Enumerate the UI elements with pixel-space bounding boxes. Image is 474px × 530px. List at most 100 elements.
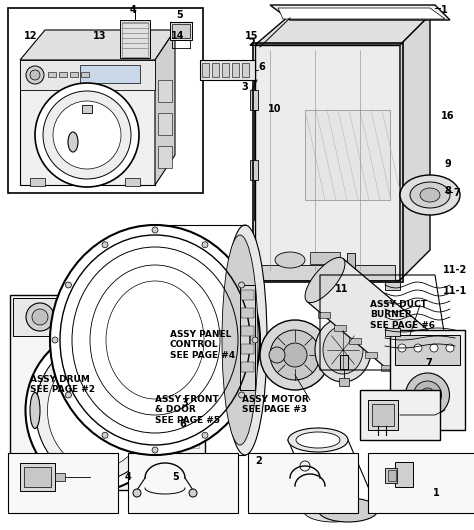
Bar [222,63,229,77]
Bar [334,325,346,331]
Ellipse shape [420,188,440,202]
Text: ASSY DUCT
BURNER
SEE PAGE #6: ASSY DUCT BURNER SEE PAGE #6 [370,300,435,330]
Ellipse shape [288,428,348,452]
Bar [232,63,239,77]
Bar [385,328,400,336]
Text: 5: 5 [176,10,183,20]
Bar [84,320,93,326]
Ellipse shape [26,331,170,490]
Ellipse shape [420,388,435,402]
Polygon shape [260,265,395,280]
Bar [30,480,50,488]
Bar [82,105,92,113]
Bar [241,362,254,372]
Ellipse shape [223,225,267,455]
Ellipse shape [414,344,422,352]
Bar [125,178,140,186]
Polygon shape [270,5,450,20]
Ellipse shape [430,344,438,352]
Ellipse shape [202,432,208,438]
Ellipse shape [32,309,48,325]
Text: 13: 13 [93,31,106,41]
Text: 9: 9 [445,160,451,169]
Text: 2: 2 [255,456,262,466]
Bar [365,352,377,358]
Polygon shape [307,259,438,382]
Bar [347,253,355,271]
Bar [70,72,78,77]
Text: ASSY PANEL
CONTROL
SEE PAGE #4: ASSY PANEL CONTROL SEE PAGE #4 [170,330,235,360]
Bar [20,463,55,491]
Bar [381,365,393,371]
Bar [385,468,397,483]
Bar [368,453,474,513]
Ellipse shape [410,182,450,208]
Ellipse shape [102,432,108,438]
Text: 3: 3 [182,398,188,408]
Bar [240,285,255,390]
Text: 4: 4 [130,5,137,15]
Text: ASSY FRONT
& DOOR
SEE PAGE #5: ASSY FRONT & DOOR SEE PAGE #5 [155,395,220,425]
Bar [165,480,185,488]
Ellipse shape [318,498,378,522]
Ellipse shape [152,227,158,233]
Ellipse shape [30,393,40,428]
Bar [13,298,202,336]
Ellipse shape [315,318,371,382]
Ellipse shape [52,337,58,343]
Bar [395,462,413,487]
Bar [24,467,51,487]
Bar [250,90,258,110]
Ellipse shape [283,343,307,367]
Ellipse shape [189,489,197,497]
Ellipse shape [65,282,72,288]
Polygon shape [20,60,155,185]
Ellipse shape [305,258,345,303]
Ellipse shape [47,352,147,469]
Bar [96,312,105,318]
Bar [253,43,403,282]
Text: 5: 5 [172,472,179,482]
Polygon shape [278,8,445,19]
Bar [318,312,330,318]
Ellipse shape [202,242,208,248]
Ellipse shape [238,392,245,398]
Ellipse shape [400,175,460,215]
Text: 6: 6 [179,419,186,429]
Ellipse shape [260,320,330,390]
Ellipse shape [133,489,141,497]
Ellipse shape [152,447,158,453]
Bar [242,63,249,77]
Ellipse shape [275,252,305,268]
Ellipse shape [43,91,131,179]
Ellipse shape [296,432,340,448]
Polygon shape [20,30,175,60]
Text: 16: 16 [441,111,455,120]
Ellipse shape [35,83,139,187]
Bar [340,355,348,369]
Bar [72,312,81,318]
Bar [90,303,175,328]
Ellipse shape [222,235,258,445]
Polygon shape [255,45,400,280]
Bar [241,308,254,318]
Ellipse shape [53,101,121,169]
Ellipse shape [65,392,72,398]
Bar [368,400,398,430]
Text: ASSY MOTOR
SEE PAGE #3: ASSY MOTOR SEE PAGE #3 [242,395,309,414]
Bar [72,320,81,326]
Bar [202,63,209,77]
Bar [120,20,150,58]
Bar [10,295,205,490]
Bar [30,178,45,186]
Ellipse shape [405,373,449,417]
Bar [250,160,258,180]
Bar [360,390,440,440]
Bar [84,312,93,318]
Bar [55,473,65,481]
Bar [305,110,390,200]
Ellipse shape [30,70,40,80]
Ellipse shape [68,132,78,152]
Bar [108,312,117,318]
Bar [122,22,148,57]
